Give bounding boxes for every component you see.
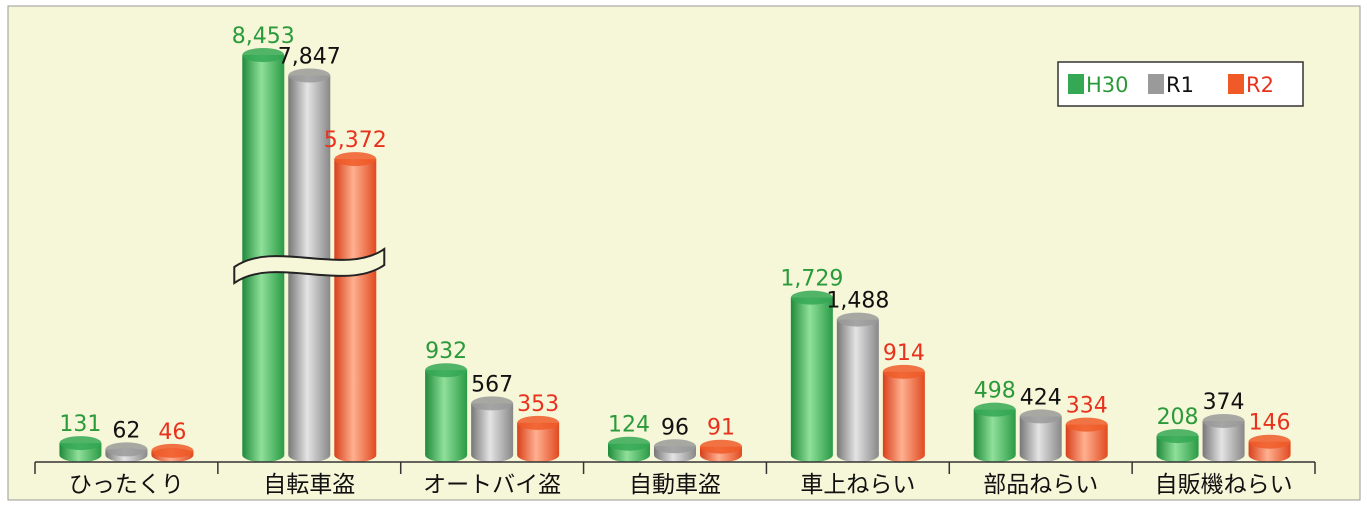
bar bbox=[882, 364, 925, 462]
bar-top bbox=[517, 415, 560, 430]
x-tick-label: 部品ねらい bbox=[983, 472, 1098, 498]
data-label: 208 bbox=[1157, 405, 1199, 430]
bar-body bbox=[973, 409, 1016, 455]
data-label: 5,372 bbox=[324, 128, 387, 153]
legend-label: R1 bbox=[1166, 73, 1194, 97]
x-tick-label: ひったくり bbox=[69, 472, 184, 498]
x-tick-label: 自販機ねらい bbox=[1155, 472, 1293, 498]
legend: H30 R1 R2 bbox=[1057, 61, 1304, 107]
bar-top bbox=[151, 443, 194, 458]
bar-top bbox=[836, 312, 879, 327]
data-label: 8,453 bbox=[232, 24, 295, 49]
data-label: 1,729 bbox=[780, 267, 843, 292]
bar-top bbox=[1065, 417, 1108, 432]
data-label: 91 bbox=[707, 416, 735, 441]
data-label: 7,847 bbox=[278, 44, 341, 69]
bar-top bbox=[105, 442, 148, 457]
x-tick-label: 自動車盗 bbox=[629, 472, 721, 498]
bar-top bbox=[973, 402, 1016, 417]
bar bbox=[425, 363, 468, 462]
bar-top bbox=[1156, 429, 1199, 444]
bar-top bbox=[700, 439, 742, 454]
bar bbox=[1156, 429, 1199, 462]
axis-break bbox=[233, 247, 386, 285]
legend-swatch bbox=[1068, 74, 1084, 94]
bar-top bbox=[471, 396, 514, 411]
bar bbox=[242, 48, 285, 462]
bar bbox=[1202, 413, 1245, 462]
bar-body bbox=[882, 371, 925, 455]
bar bbox=[790, 290, 833, 462]
legend-label: H30 bbox=[1086, 73, 1129, 97]
data-label: 498 bbox=[974, 379, 1016, 404]
data-label: 567 bbox=[471, 372, 513, 397]
data-label: 424 bbox=[1020, 385, 1062, 410]
legend-label: R2 bbox=[1246, 73, 1274, 97]
bar-top bbox=[790, 290, 833, 305]
bar-top bbox=[288, 68, 331, 83]
data-label: 131 bbox=[59, 412, 101, 437]
x-tick-label: 車上ねらい bbox=[800, 472, 915, 498]
bar bbox=[59, 436, 102, 462]
bar bbox=[105, 442, 148, 462]
data-label: 374 bbox=[1203, 390, 1245, 415]
legend-swatch bbox=[1228, 74, 1244, 94]
bar-top bbox=[882, 364, 925, 379]
data-label: 914 bbox=[883, 341, 925, 366]
bar-top bbox=[654, 439, 696, 454]
bar bbox=[836, 312, 879, 462]
data-label: 932 bbox=[425, 339, 467, 364]
bar-body bbox=[790, 297, 833, 455]
bar-top bbox=[59, 436, 102, 451]
bar-top bbox=[608, 436, 650, 451]
bar-body bbox=[242, 55, 285, 455]
data-label: 334 bbox=[1066, 394, 1108, 419]
bar-top bbox=[1202, 413, 1245, 428]
data-label: 146 bbox=[1249, 411, 1291, 436]
data-label: 62 bbox=[112, 418, 140, 443]
legend-swatch bbox=[1148, 74, 1164, 94]
bar bbox=[973, 402, 1016, 462]
bar-top bbox=[242, 48, 285, 62]
bar bbox=[334, 152, 377, 462]
bar bbox=[151, 443, 194, 462]
legend-box bbox=[1057, 61, 1304, 107]
bar bbox=[1065, 417, 1108, 462]
bar-top bbox=[334, 152, 377, 167]
data-label: 1,488 bbox=[826, 289, 889, 314]
bar bbox=[1248, 434, 1291, 462]
data-label: 124 bbox=[608, 413, 650, 438]
bar bbox=[608, 436, 650, 462]
x-tick-label: オートバイ盗 bbox=[423, 472, 561, 498]
bar-body bbox=[471, 403, 514, 455]
bar bbox=[517, 415, 560, 462]
data-label: 46 bbox=[158, 420, 186, 445]
bar-top bbox=[425, 363, 468, 378]
x-tick-label: 自転車盗 bbox=[263, 472, 355, 498]
bar-top bbox=[1248, 434, 1291, 449]
data-label: 96 bbox=[661, 415, 689, 440]
bar bbox=[654, 439, 696, 462]
bar-body bbox=[836, 319, 879, 455]
bar-body bbox=[334, 159, 377, 456]
bar-body bbox=[425, 370, 468, 455]
bar bbox=[471, 396, 514, 462]
bar bbox=[700, 439, 742, 462]
bar-top bbox=[1019, 409, 1062, 424]
data-label: 353 bbox=[517, 392, 559, 417]
bar bbox=[1019, 409, 1062, 462]
